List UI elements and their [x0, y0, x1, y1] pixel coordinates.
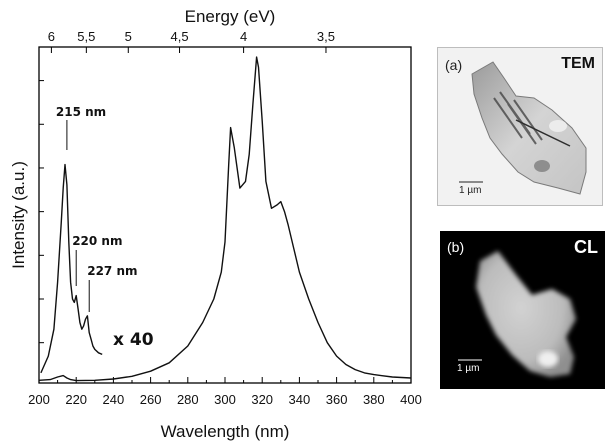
x-tick-label: 360	[326, 392, 348, 407]
x-tick-label: 200	[28, 392, 50, 407]
scale-note: x 40	[113, 330, 154, 350]
top-tick-label: 5	[125, 29, 132, 44]
tem-image	[459, 61, 587, 195]
cl-panel-letter: (b)	[447, 239, 465, 255]
x-tick-label: 380	[363, 392, 385, 407]
left-axis	[39, 80, 44, 344]
cl-panel: (b) CL 1 µm	[440, 231, 605, 389]
tem-panel: (a) TEM 1 µm	[437, 47, 603, 206]
peak-label: 215 nm	[56, 105, 106, 119]
x-tick-label: 400	[400, 392, 422, 407]
series-layer	[38, 56, 412, 382]
x-tick-label: 280	[177, 392, 199, 407]
x-tick-label: 240	[103, 392, 125, 407]
top-tick-label: 6	[48, 29, 55, 44]
top-tick-label: 4	[240, 29, 247, 44]
annotations: 215 nm 220 nm 227 nm	[56, 105, 138, 312]
tem-panel-title: TEM	[561, 55, 595, 72]
top-tick-label: 4,5	[170, 29, 188, 44]
series-line-main	[38, 56, 412, 382]
x-tick-label: 300	[214, 392, 236, 407]
x-tick-label: 260	[140, 392, 162, 407]
top-tick-label: 5,5	[77, 29, 95, 44]
peak-label: 227 nm	[87, 264, 137, 278]
cl-panel-title: CL	[574, 237, 598, 257]
y-axis-label: Intensity (a.u.)	[9, 161, 28, 269]
tem-scale-bar-label: 1 µm	[459, 185, 482, 196]
bottom-axis: 200 220 240 260 280 300 320 340 360 380 400	[28, 377, 422, 407]
tem-panel-letter: (a)	[445, 57, 463, 73]
cl-image	[458, 251, 576, 377]
x-axis-label: Wavelength (nm)	[161, 422, 290, 441]
series-line-x40	[40, 163, 103, 374]
x-tick-label: 340	[289, 392, 311, 407]
peak-label: 220 nm	[72, 234, 122, 248]
cl-scale-bar-label: 1 µm	[457, 363, 480, 374]
top-axis-label: Energy (eV)	[185, 7, 276, 26]
top-tick-label: 3,5	[317, 29, 335, 44]
x-tick-label: 220	[65, 392, 87, 407]
x-tick-label: 320	[251, 392, 273, 407]
top-axis: 6 5,5 5 4,5 4 3,5	[48, 29, 335, 53]
plot-frame	[38, 46, 412, 384]
